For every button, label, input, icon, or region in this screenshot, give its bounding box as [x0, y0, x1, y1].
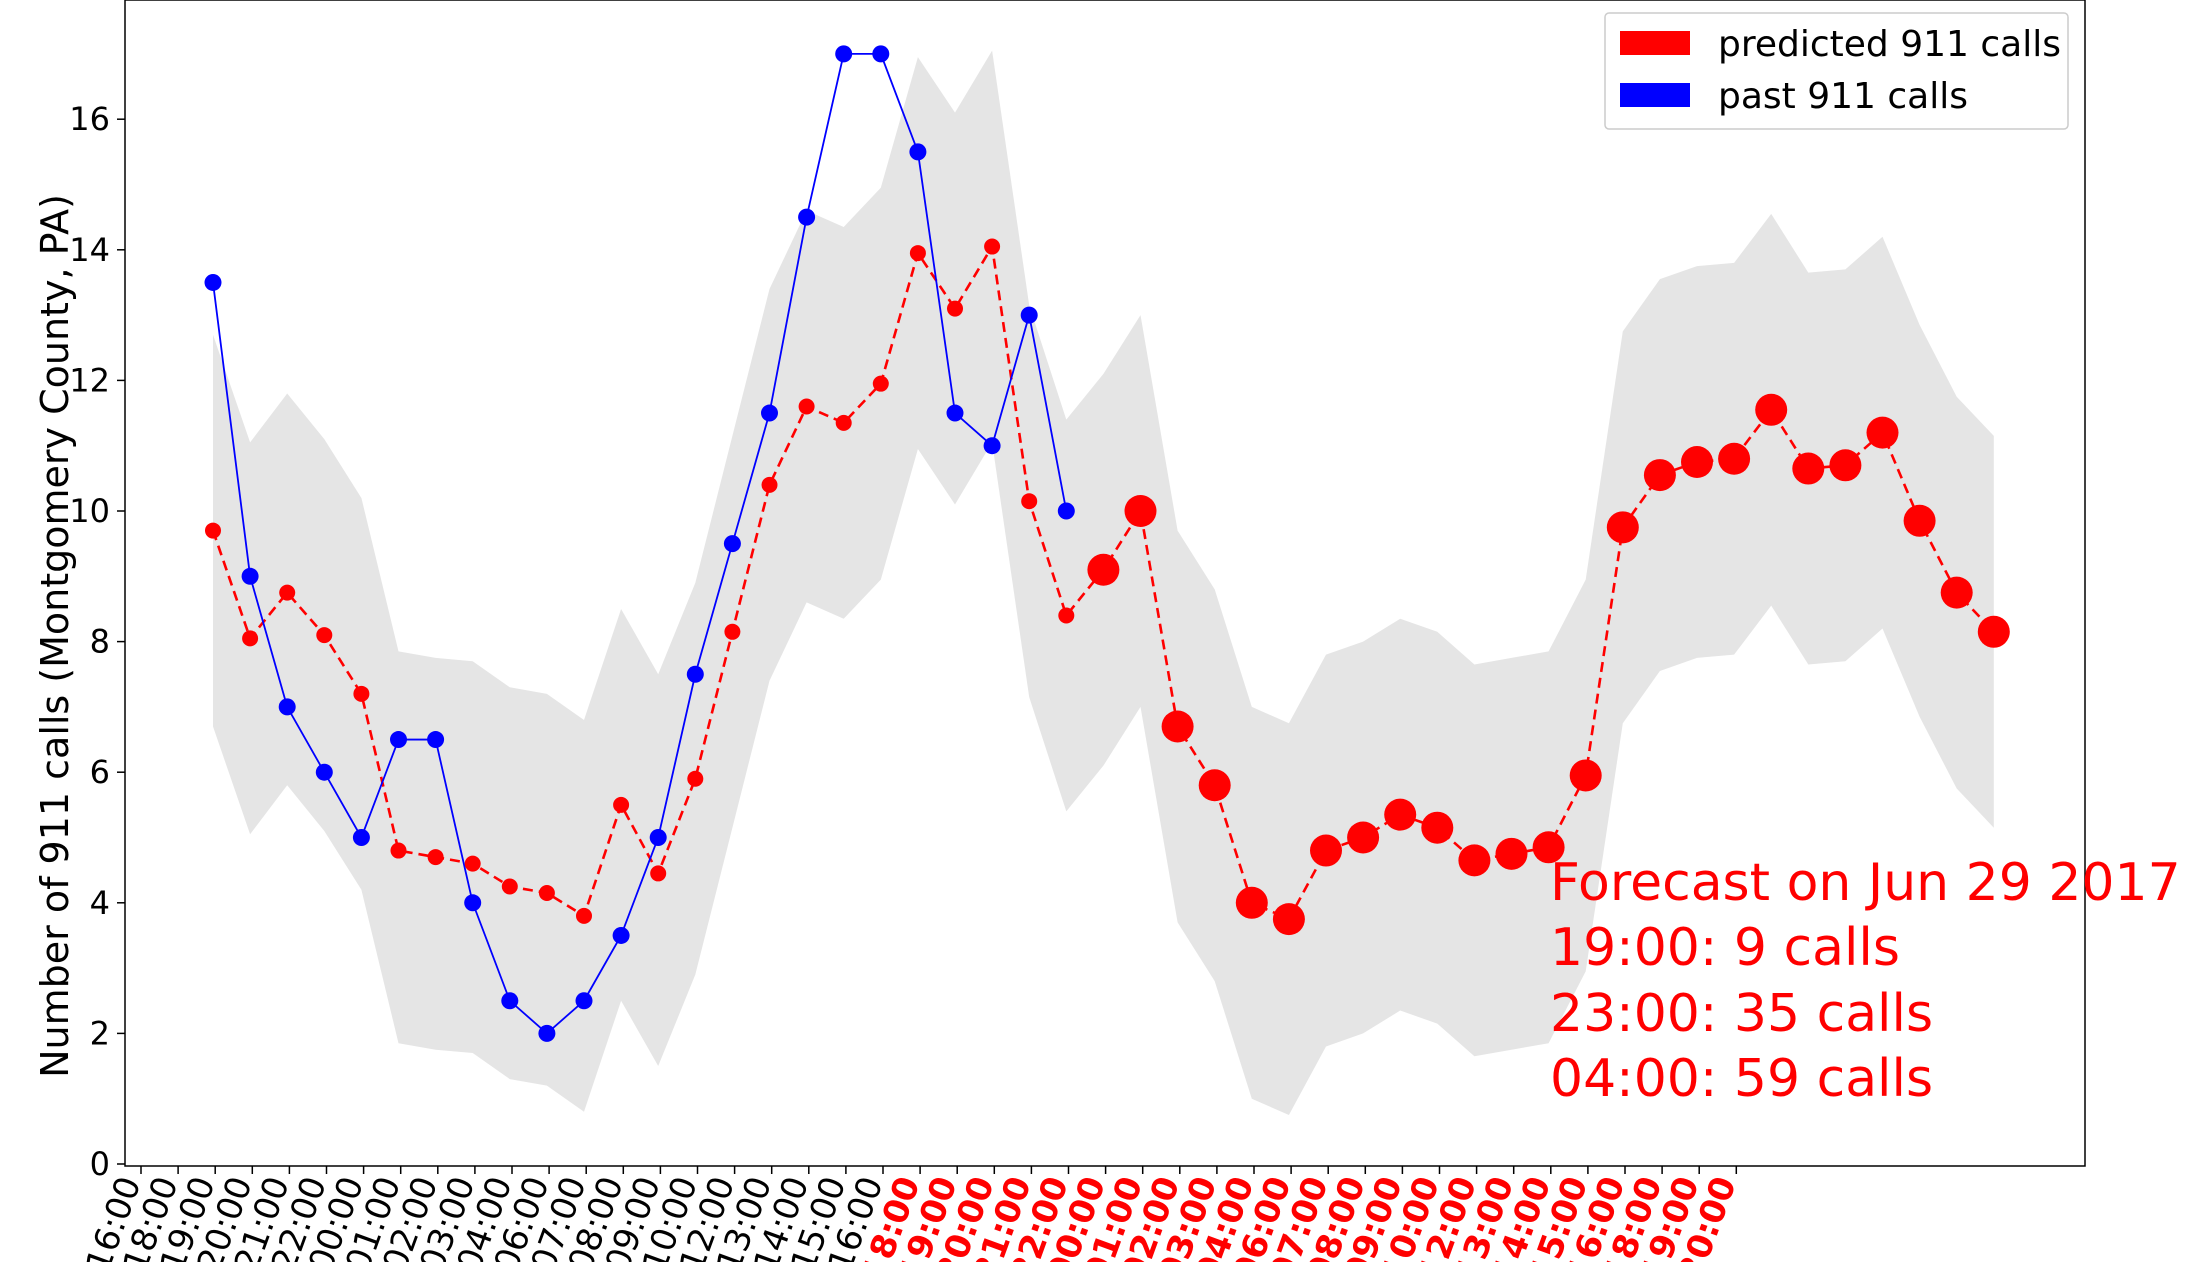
predicted-point	[1087, 553, 1120, 586]
predicted-point	[1384, 798, 1417, 831]
predicted-point	[242, 630, 259, 647]
predicted-point	[427, 849, 444, 866]
legend: predicted 911 calls past 911 calls	[1604, 12, 2069, 130]
past-point	[798, 208, 816, 226]
legend-label-past: past 911 calls	[1718, 76, 1968, 117]
predicted-point	[1021, 493, 1038, 510]
past-point	[538, 1024, 556, 1042]
annotation-line: 04:00: 59 calls	[1550, 1049, 1933, 1109]
predicted-point	[909, 245, 926, 262]
y-tick-label: 2	[90, 1014, 110, 1052]
predicted-point	[687, 770, 704, 787]
forecast-annotation: Forecast on Jun 29 2017 19:00: 9 calls 2…	[1550, 853, 2181, 1109]
past-point	[761, 404, 778, 422]
predicted-point	[947, 300, 963, 317]
predicted-point	[1310, 834, 1342, 867]
past-point	[872, 45, 890, 63]
y-tick-label: 16	[69, 100, 110, 138]
predicted-point	[1606, 511, 1639, 544]
predicted-point	[1977, 615, 2010, 648]
predicted-point	[1643, 459, 1676, 492]
past-point	[686, 665, 704, 683]
predicted-point	[1198, 769, 1231, 802]
y-tick-label: 8	[90, 623, 110, 661]
predicted-point	[538, 885, 555, 902]
past-point	[909, 143, 927, 161]
past-point	[427, 731, 445, 749]
predicted-point	[650, 865, 667, 882]
predicted-point	[1681, 446, 1713, 479]
predicted-point	[390, 842, 407, 859]
legend-label-predicted: predicted 911 calls	[1718, 24, 2061, 65]
past-series-line	[212, 53, 1068, 1035]
y-tick-label: 0	[90, 1145, 110, 1183]
past-point	[1020, 306, 1038, 324]
predicted-point	[1569, 759, 1602, 792]
past-point	[1057, 502, 1075, 520]
y-tick-label: 14	[69, 231, 110, 269]
past-point	[983, 437, 1001, 455]
predicted-point	[984, 238, 1001, 255]
predicted-point	[464, 855, 481, 872]
y-axis: 0 2 4 6 8 10 12 14 16	[69, 100, 125, 1183]
predicted-point	[353, 685, 370, 702]
annotation-line: 23:00: 35 calls	[1550, 984, 1933, 1044]
predicted-point	[1866, 416, 1899, 449]
predicted-point	[1272, 903, 1305, 936]
predicted-point	[1792, 452, 1825, 485]
predicted-point	[1903, 504, 1936, 537]
past-point	[464, 894, 482, 912]
predicted-point	[613, 796, 630, 813]
past-point	[649, 829, 667, 846]
predicted-point	[1718, 442, 1751, 475]
predicted-point	[872, 375, 889, 392]
y-axis-label: Number of 911 calls (Montgomery County, …	[33, 194, 77, 1078]
annotation-line: 19:00: 9 calls	[1550, 918, 1900, 978]
past-point	[612, 926, 630, 944]
predicted-point	[576, 907, 592, 924]
predicted-point	[501, 878, 518, 895]
past-point	[278, 698, 296, 716]
y-tick-label: 4	[90, 884, 110, 922]
past-point	[723, 535, 741, 553]
predicted-point	[1124, 495, 1157, 527]
predicted-point	[798, 398, 815, 415]
past-point	[501, 992, 519, 1010]
predicted-point	[835, 414, 852, 431]
predicted-point	[1235, 886, 1268, 919]
predicted-point	[761, 476, 778, 493]
past-point	[241, 567, 259, 585]
predicted-point	[1495, 837, 1528, 870]
past-point	[352, 829, 370, 846]
y-tick-label: 10	[69, 492, 110, 530]
predicted-point	[1940, 576, 1973, 609]
annotation-line: Forecast on Jun 29 2017	[1550, 853, 2181, 913]
past-point	[315, 763, 333, 781]
predicted-point	[316, 627, 333, 644]
series-layer	[204, 45, 2010, 1042]
predicted-point	[1458, 844, 1491, 877]
past-point	[390, 731, 407, 749]
y-tick-label: 6	[90, 753, 110, 791]
past-point	[946, 404, 964, 422]
predicted-point	[1347, 821, 1380, 854]
predicted-point	[279, 584, 296, 601]
predicted-point	[1755, 393, 1788, 426]
predicted-point	[205, 522, 221, 539]
predicted-point	[1161, 710, 1194, 743]
past-point	[204, 273, 222, 291]
predicted-point	[1058, 607, 1075, 624]
legend-swatch-past	[1620, 83, 1690, 107]
predicted-point	[1532, 831, 1565, 864]
predicted-point	[1829, 449, 1862, 482]
past-point	[575, 992, 593, 1010]
x-axis: 16:0018:0019:0020:0021:0022:0000:0001:00…	[78, 1166, 1745, 1262]
past-point	[835, 45, 853, 63]
predicted-point	[1421, 811, 1454, 844]
legend-box	[1604, 12, 2069, 130]
y-tick-label: 12	[69, 361, 110, 399]
predicted-point	[724, 623, 741, 640]
legend-swatch-predicted	[1620, 31, 1690, 55]
